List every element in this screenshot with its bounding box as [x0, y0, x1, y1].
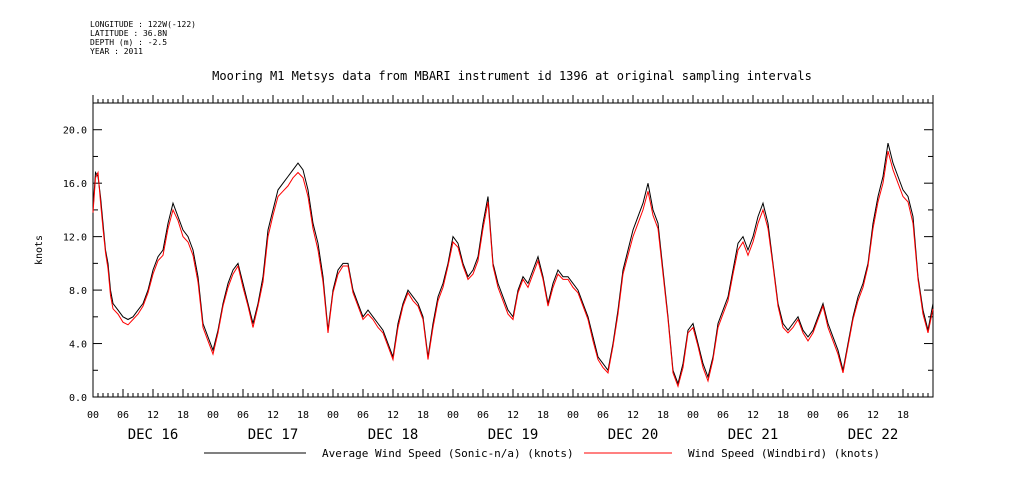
x-tick-label: 06	[837, 410, 849, 421]
x-tick-label: 06	[237, 410, 249, 421]
x-tick-label: 18	[897, 410, 909, 421]
x-tick-label: 12	[267, 410, 279, 421]
depth-label: DEPTH (m) : -2.5	[90, 38, 168, 47]
y-tick-label: 16.0	[63, 179, 87, 190]
x-tick-label: 12	[507, 410, 519, 421]
day-label: DEC 21	[728, 427, 779, 443]
x-tick-label: 18	[297, 410, 309, 421]
day-label: DEC 20	[608, 427, 659, 443]
legend-label-windbird: Wind Speed (Windbird) (knots)	[688, 447, 880, 460]
chart-title: Mooring M1 Metsys data from MBARI instru…	[212, 69, 812, 83]
legend-label-average: Average Wind Speed (Sonic-n/a) (knots)	[322, 447, 574, 460]
x-tick-label: 18	[417, 410, 429, 421]
x-tick-label: 12	[147, 410, 159, 421]
x-tick-label: 12	[747, 410, 759, 421]
y-tick-label: 12.0	[63, 233, 87, 244]
axis-ticks	[92, 95, 934, 398]
y-tick-label: 8.0	[69, 286, 87, 297]
x-tick-label: 06	[597, 410, 609, 421]
x-tick-label: 12	[627, 410, 639, 421]
x-tick-label: 18	[777, 410, 789, 421]
legend: Average Wind Speed (Sonic-n/a) (knots) W…	[204, 447, 880, 460]
day-labels: DEC 16 DEC 17 DEC 18 DEC 19 DEC 20 DEC 21 DEC …	[128, 427, 899, 443]
day-label: DEC 18	[368, 427, 419, 443]
year-label: YEAR : 2011	[90, 47, 143, 56]
x-tick-labels: 00 06 12 18 00 06 12 18 00 06 12 18 00 06 12 18 00 06 12 18…	[87, 410, 909, 421]
x-tick-label: 18	[657, 410, 669, 421]
x-tick-label: 18	[537, 410, 549, 421]
day-label: DEC 22	[848, 427, 899, 443]
x-tick-label: 06	[357, 410, 369, 421]
x-tick-label: 00	[207, 410, 219, 421]
y-tick-label: 0.0	[69, 393, 87, 404]
x-tick-label: 00	[447, 410, 459, 421]
day-label: DEC 17	[248, 427, 299, 443]
series-line-average-wind-speed	[92, 142, 934, 386]
series-lines	[92, 142, 934, 388]
longitude-label: LONGITUDE : 122W(-122)	[90, 20, 196, 29]
x-tick-label: 12	[387, 410, 399, 421]
day-label: DEC 19	[488, 427, 539, 443]
y-tick-labels: 0.0 4.0 8.0 12.0 16.0 20.0	[63, 126, 87, 404]
x-tick-label: 18	[177, 410, 189, 421]
y-tick-label: 20.0	[63, 126, 87, 137]
y-tick-label: 4.0	[69, 340, 87, 351]
plot-frame	[92, 102, 934, 398]
x-tick-label: 00	[87, 410, 99, 421]
x-tick-label: 06	[477, 410, 489, 421]
series-line-windbird-wind-speed	[92, 150, 934, 388]
x-tick-label: 06	[117, 410, 129, 421]
x-tick-label: 00	[687, 410, 699, 421]
station-metadata: LONGITUDE : 122W(-122) LATITUDE : 36.8N …	[90, 20, 196, 56]
x-tick-label: 12	[867, 410, 879, 421]
x-tick-label: 00	[567, 410, 579, 421]
day-label: DEC 16	[128, 427, 179, 443]
x-tick-label: 06	[717, 410, 729, 421]
latitude-label: LATITUDE : 36.8N	[90, 29, 168, 38]
y-axis-label: knots	[34, 235, 45, 265]
x-tick-label: 00	[327, 410, 339, 421]
x-tick-label: 00	[807, 410, 819, 421]
